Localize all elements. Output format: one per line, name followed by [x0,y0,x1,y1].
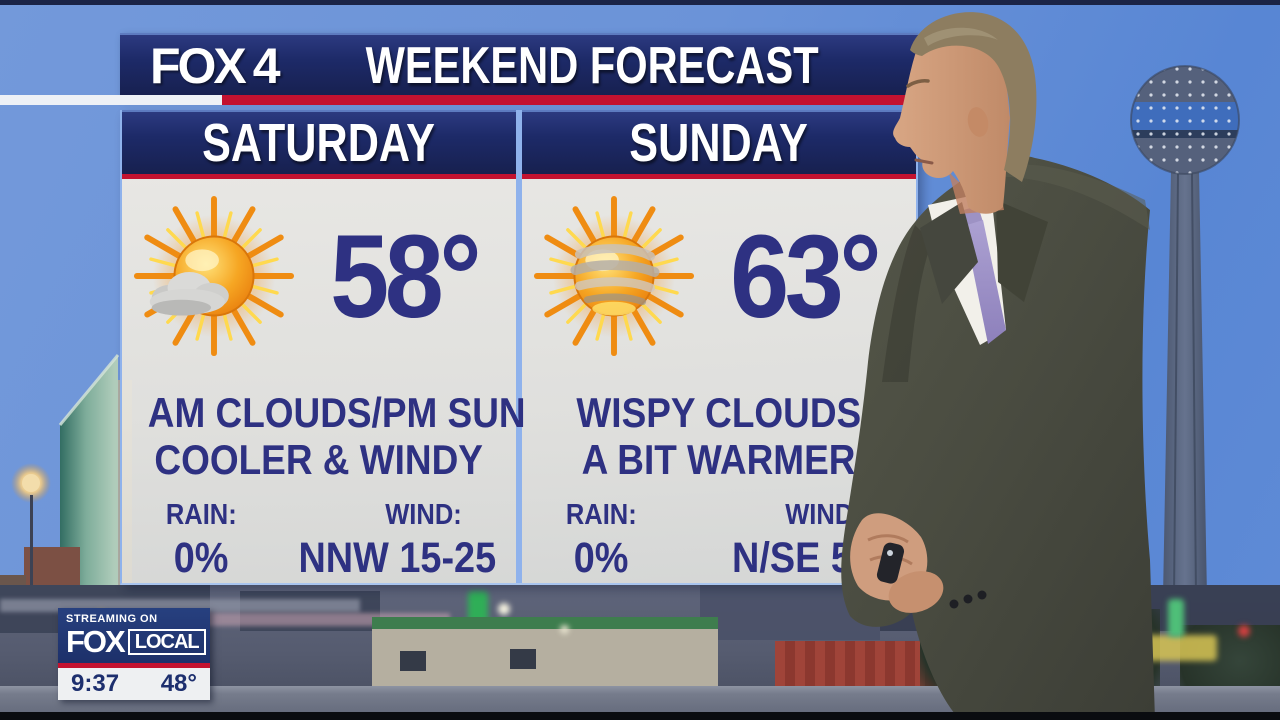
sunday-body: 63° WISPY CLOUDS A BIT WARMER RAIN: 0% W… [522,178,916,583]
wind-stat: WIND: NNW 15-25 [298,499,497,582]
show-header-bar: FOX 4 WEEKEND FORECAST [120,33,918,97]
red-rule [122,174,516,179]
forecast-panel-sunday: SUNDAY 63° WISPY CLOUDS A BIT WARMER [522,110,916,583]
day-title: SUNDAY [629,113,809,173]
high-temp: 58° [330,210,482,343]
sun-with-wispy-clouds-icon [530,193,698,361]
rain-stat: RAIN: 0% [565,499,637,582]
show-title: WEEKEND FORECAST [365,37,819,95]
condition-line2: A BIT WARMER [582,435,856,483]
bug-red-stripe [58,663,210,668]
forecast-panel-saturday: SATURDAY 58° AM CLOUDS/PM SUN COOLER & W… [122,110,526,583]
hand-2 [888,571,944,613]
face [893,37,1010,214]
hair [910,12,1037,183]
sun-with-clouds-icon [130,193,298,361]
header-red-stripe [222,95,918,105]
header-white-stripe [0,95,222,105]
fox-local-logo-fox: FOX [66,624,126,659]
red-rule [522,174,916,179]
remote-clicker [876,542,905,584]
streaming-bug: STREAMING ON FOX LOCAL 9:37 48° [58,608,210,700]
saturday-header: SATURDAY [122,110,516,174]
forecast-panels: SATURDAY 58° AM CLOUDS/PM SUN COOLER & W… [120,110,918,585]
ear [967,107,989,137]
fox4-logo: FOX 4 [120,37,281,95]
current-temp: 48° [160,670,197,697]
top-edge-strip [0,0,1280,5]
sunday-header: SUNDAY [522,110,916,174]
reunion-tower [1130,65,1240,597]
fox4-number: 4 [252,38,281,94]
panel-divider [516,110,522,583]
day-title: SATURDAY [202,113,436,173]
fox-logo-text: FOX [150,38,247,94]
weatherman [841,12,1155,720]
condition-line1: WISPY CLOUDS [576,388,862,436]
rain-stat: RAIN: 0% [165,499,237,582]
high-temp: 63° [730,210,882,343]
saturday-body: 58° AM CLOUDS/PM SUN COOLER & WINDY RAIN… [122,178,526,583]
bottom-edge-strip [0,712,1280,720]
fox-local-logo-local: LOCAL [127,628,206,655]
condition-line1: AM CLOUDS/PM SUN [147,388,526,436]
current-time: 9:37 [71,670,120,697]
streaming-on-label: STREAMING ON [66,613,158,625]
fox-local-badge: STREAMING ON FOX LOCAL [58,608,210,663]
condition-line2: COOLER & WINDY [154,435,484,483]
